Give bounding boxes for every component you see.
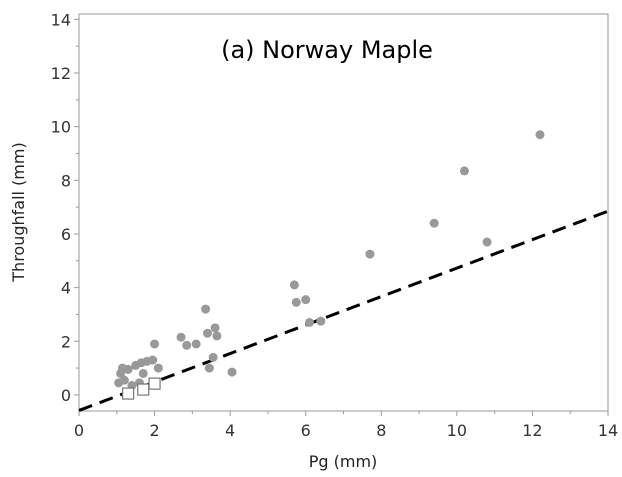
x-tick-label: 4 (225, 421, 235, 440)
square-marker (137, 383, 150, 396)
x-tick-label: 6 (301, 421, 311, 440)
circle-marker (191, 339, 201, 349)
plot-frame (78, 13, 609, 412)
x-tick-label: 14 (598, 421, 618, 440)
circle-marker (138, 368, 148, 378)
circle-marker (365, 249, 375, 259)
y-axis: 0 2 4 6 8 10 12 14 (51, 10, 79, 405)
circle-marker (119, 375, 129, 385)
circle-marker (182, 340, 192, 350)
y-tick-label: 6 (61, 225, 71, 244)
circle-marker (204, 363, 214, 373)
y-tick-label: 0 (61, 386, 71, 405)
x-axis: 0 2 4 6 8 10 12 14 (74, 411, 618, 440)
circle-marker (212, 331, 222, 341)
y-tick-label: 12 (51, 64, 71, 83)
circle-marker (208, 352, 218, 362)
chart-title: (a) Norway Maple (221, 36, 433, 64)
y-tick-label: 4 (61, 279, 71, 298)
y-tick-label: 2 (61, 332, 71, 351)
y-tick-label: 14 (51, 10, 71, 29)
square-marker (122, 387, 135, 400)
circle-marker (153, 363, 163, 373)
circle-marker (227, 367, 237, 377)
y-tick-label: 8 (61, 171, 71, 190)
x-axis-label: Pg (mm) (309, 452, 378, 471)
x-tick-label: 0 (74, 421, 84, 440)
circle-marker (176, 332, 186, 342)
square-marker (148, 377, 161, 390)
circle-marker (148, 355, 158, 365)
dashed-reference-line (78, 209, 609, 412)
reference-line-layer (78, 209, 609, 412)
circle-marker (304, 317, 314, 327)
y-tick-label: 10 (51, 118, 71, 137)
circle-marker (210, 323, 220, 333)
circle-marker (201, 304, 211, 314)
circle-marker (535, 130, 545, 140)
circle-marker (429, 218, 439, 228)
circle-marker (301, 295, 311, 305)
circle-marker (316, 316, 326, 326)
y-axis-label: Throughfall (mm) (9, 142, 28, 282)
circle-marker (289, 280, 299, 290)
x-tick-label: 2 (149, 421, 159, 440)
circle-marker (123, 364, 133, 374)
circle-marker (150, 339, 160, 349)
circle-marker (482, 237, 492, 247)
x-tick-label: 8 (376, 421, 386, 440)
circle-marker (459, 166, 469, 176)
x-tick-label: 10 (447, 421, 467, 440)
data-points-layer (114, 130, 545, 400)
circle-marker (291, 297, 301, 307)
circle-marker (202, 328, 212, 338)
x-tick-label: 12 (522, 421, 542, 440)
